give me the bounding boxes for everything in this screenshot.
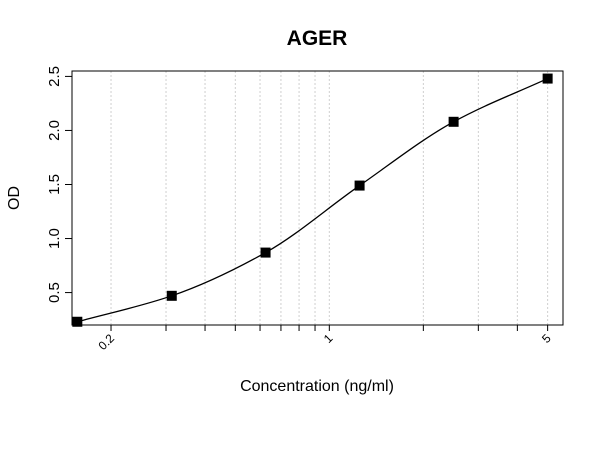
- x-axis: 0.2 1 5: [95, 325, 554, 353]
- data-points: [72, 73, 553, 327]
- data-point: [448, 116, 459, 127]
- plot-frame: [71, 70, 564, 326]
- x-tick-label: 0.2: [95, 331, 117, 353]
- x-gridlines: [110, 71, 549, 325]
- y-tick-label: 1.5: [46, 174, 63, 195]
- y-tick-label: 2.5: [46, 66, 63, 87]
- x-axis-label: Concentration (ng/ml): [240, 378, 394, 395]
- fit-curve: [77, 77, 548, 323]
- data-point: [542, 73, 553, 84]
- data-point: [260, 247, 271, 258]
- x-tick-label: 1: [321, 331, 336, 346]
- y-tick-label: 0.5: [46, 282, 63, 303]
- y-tick-label: 1.0: [46, 228, 63, 249]
- chart-title: AGER: [287, 27, 348, 50]
- data-point: [166, 290, 177, 301]
- data-point: [354, 180, 365, 191]
- x-tick-label: 5: [539, 331, 554, 346]
- y-tick-label: 2.0: [46, 120, 63, 141]
- fit-curve-line: [77, 77, 548, 323]
- y-axis-label: OD: [6, 186, 23, 210]
- data-point: [72, 316, 83, 327]
- y-axis: 0.5 1.0 1.5 2.0 2.5: [46, 66, 72, 303]
